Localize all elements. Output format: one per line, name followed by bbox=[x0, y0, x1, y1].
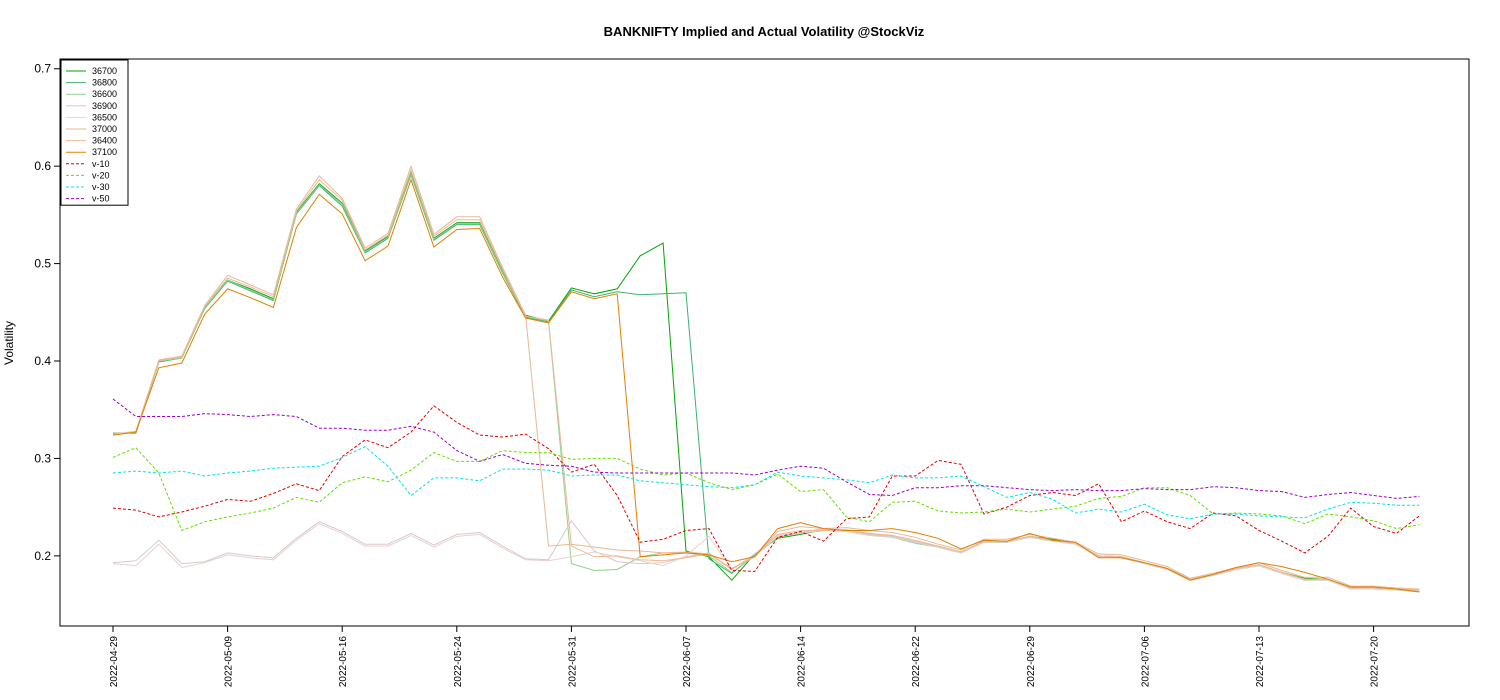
series-line-v-20 bbox=[112, 447, 1420, 532]
series-line-v-10 bbox=[112, 405, 1420, 572]
y-tick-label: 0.6 bbox=[34, 159, 51, 173]
y-axis-label: Volatility bbox=[2, 321, 16, 365]
x-tick-label: 2022-05-09 bbox=[224, 636, 235, 688]
plot-frame bbox=[59, 58, 1470, 627]
legend-entry: v-20 bbox=[92, 170, 110, 180]
legend-entry: v-10 bbox=[92, 159, 110, 169]
y-tick-label: 0.7 bbox=[34, 62, 51, 76]
x-tick-label: 2022-04-29 bbox=[109, 636, 120, 688]
legend-entry: 36800 bbox=[92, 78, 117, 88]
x-tick-label: 2022-07-06 bbox=[1140, 636, 1151, 688]
y-tick-label: 0.4 bbox=[34, 354, 51, 368]
legend-entry: 36600 bbox=[92, 89, 117, 99]
chart-title: BANKNIFTY Implied and Actual Volatility … bbox=[604, 24, 925, 39]
series-line-37100 bbox=[112, 178, 1420, 593]
y-axis: 0.2 0.3 0.4 0.5 0.6 0.7 bbox=[34, 62, 60, 563]
series-layer bbox=[112, 164, 1420, 593]
x-tick-label: 2022-05-16 bbox=[338, 636, 349, 688]
series-line-v-50 bbox=[112, 398, 1420, 499]
legend-entry: 37000 bbox=[92, 124, 117, 134]
legend-entry: v-30 bbox=[92, 182, 110, 192]
x-tick-label: 2022-07-13 bbox=[1255, 636, 1266, 688]
x-tick-label: 2022-06-29 bbox=[1026, 636, 1037, 688]
y-tick-label: 0.3 bbox=[34, 451, 51, 465]
x-tick-label: 2022-06-22 bbox=[911, 636, 922, 688]
legend-box bbox=[60, 59, 129, 206]
legend-entry: 36400 bbox=[92, 136, 117, 146]
series-line-37000 bbox=[112, 164, 1420, 590]
legend-entry: v-50 bbox=[92, 194, 110, 204]
x-tick-label: 2022-07-20 bbox=[1370, 636, 1381, 688]
series-line-v-30 bbox=[112, 446, 1420, 520]
x-tick-label: 2022-06-07 bbox=[682, 636, 693, 688]
y-tick-label: 0.2 bbox=[34, 549, 51, 563]
x-axis: 2022-04-29 2022-05-09 2022-05-16 2022-05-24… bbox=[109, 626, 1381, 687]
x-tick-label: 2022-05-24 bbox=[453, 636, 464, 688]
y-tick-label: 0.5 bbox=[34, 257, 51, 271]
legend-entry: 37100 bbox=[92, 147, 117, 157]
x-tick-label: 2022-06-14 bbox=[797, 636, 808, 688]
legend-entry: 36900 bbox=[92, 101, 117, 111]
legend-entry: 36700 bbox=[92, 66, 117, 76]
legend-entry: 36500 bbox=[92, 112, 117, 122]
x-tick-label: 2022-05-31 bbox=[567, 636, 578, 688]
